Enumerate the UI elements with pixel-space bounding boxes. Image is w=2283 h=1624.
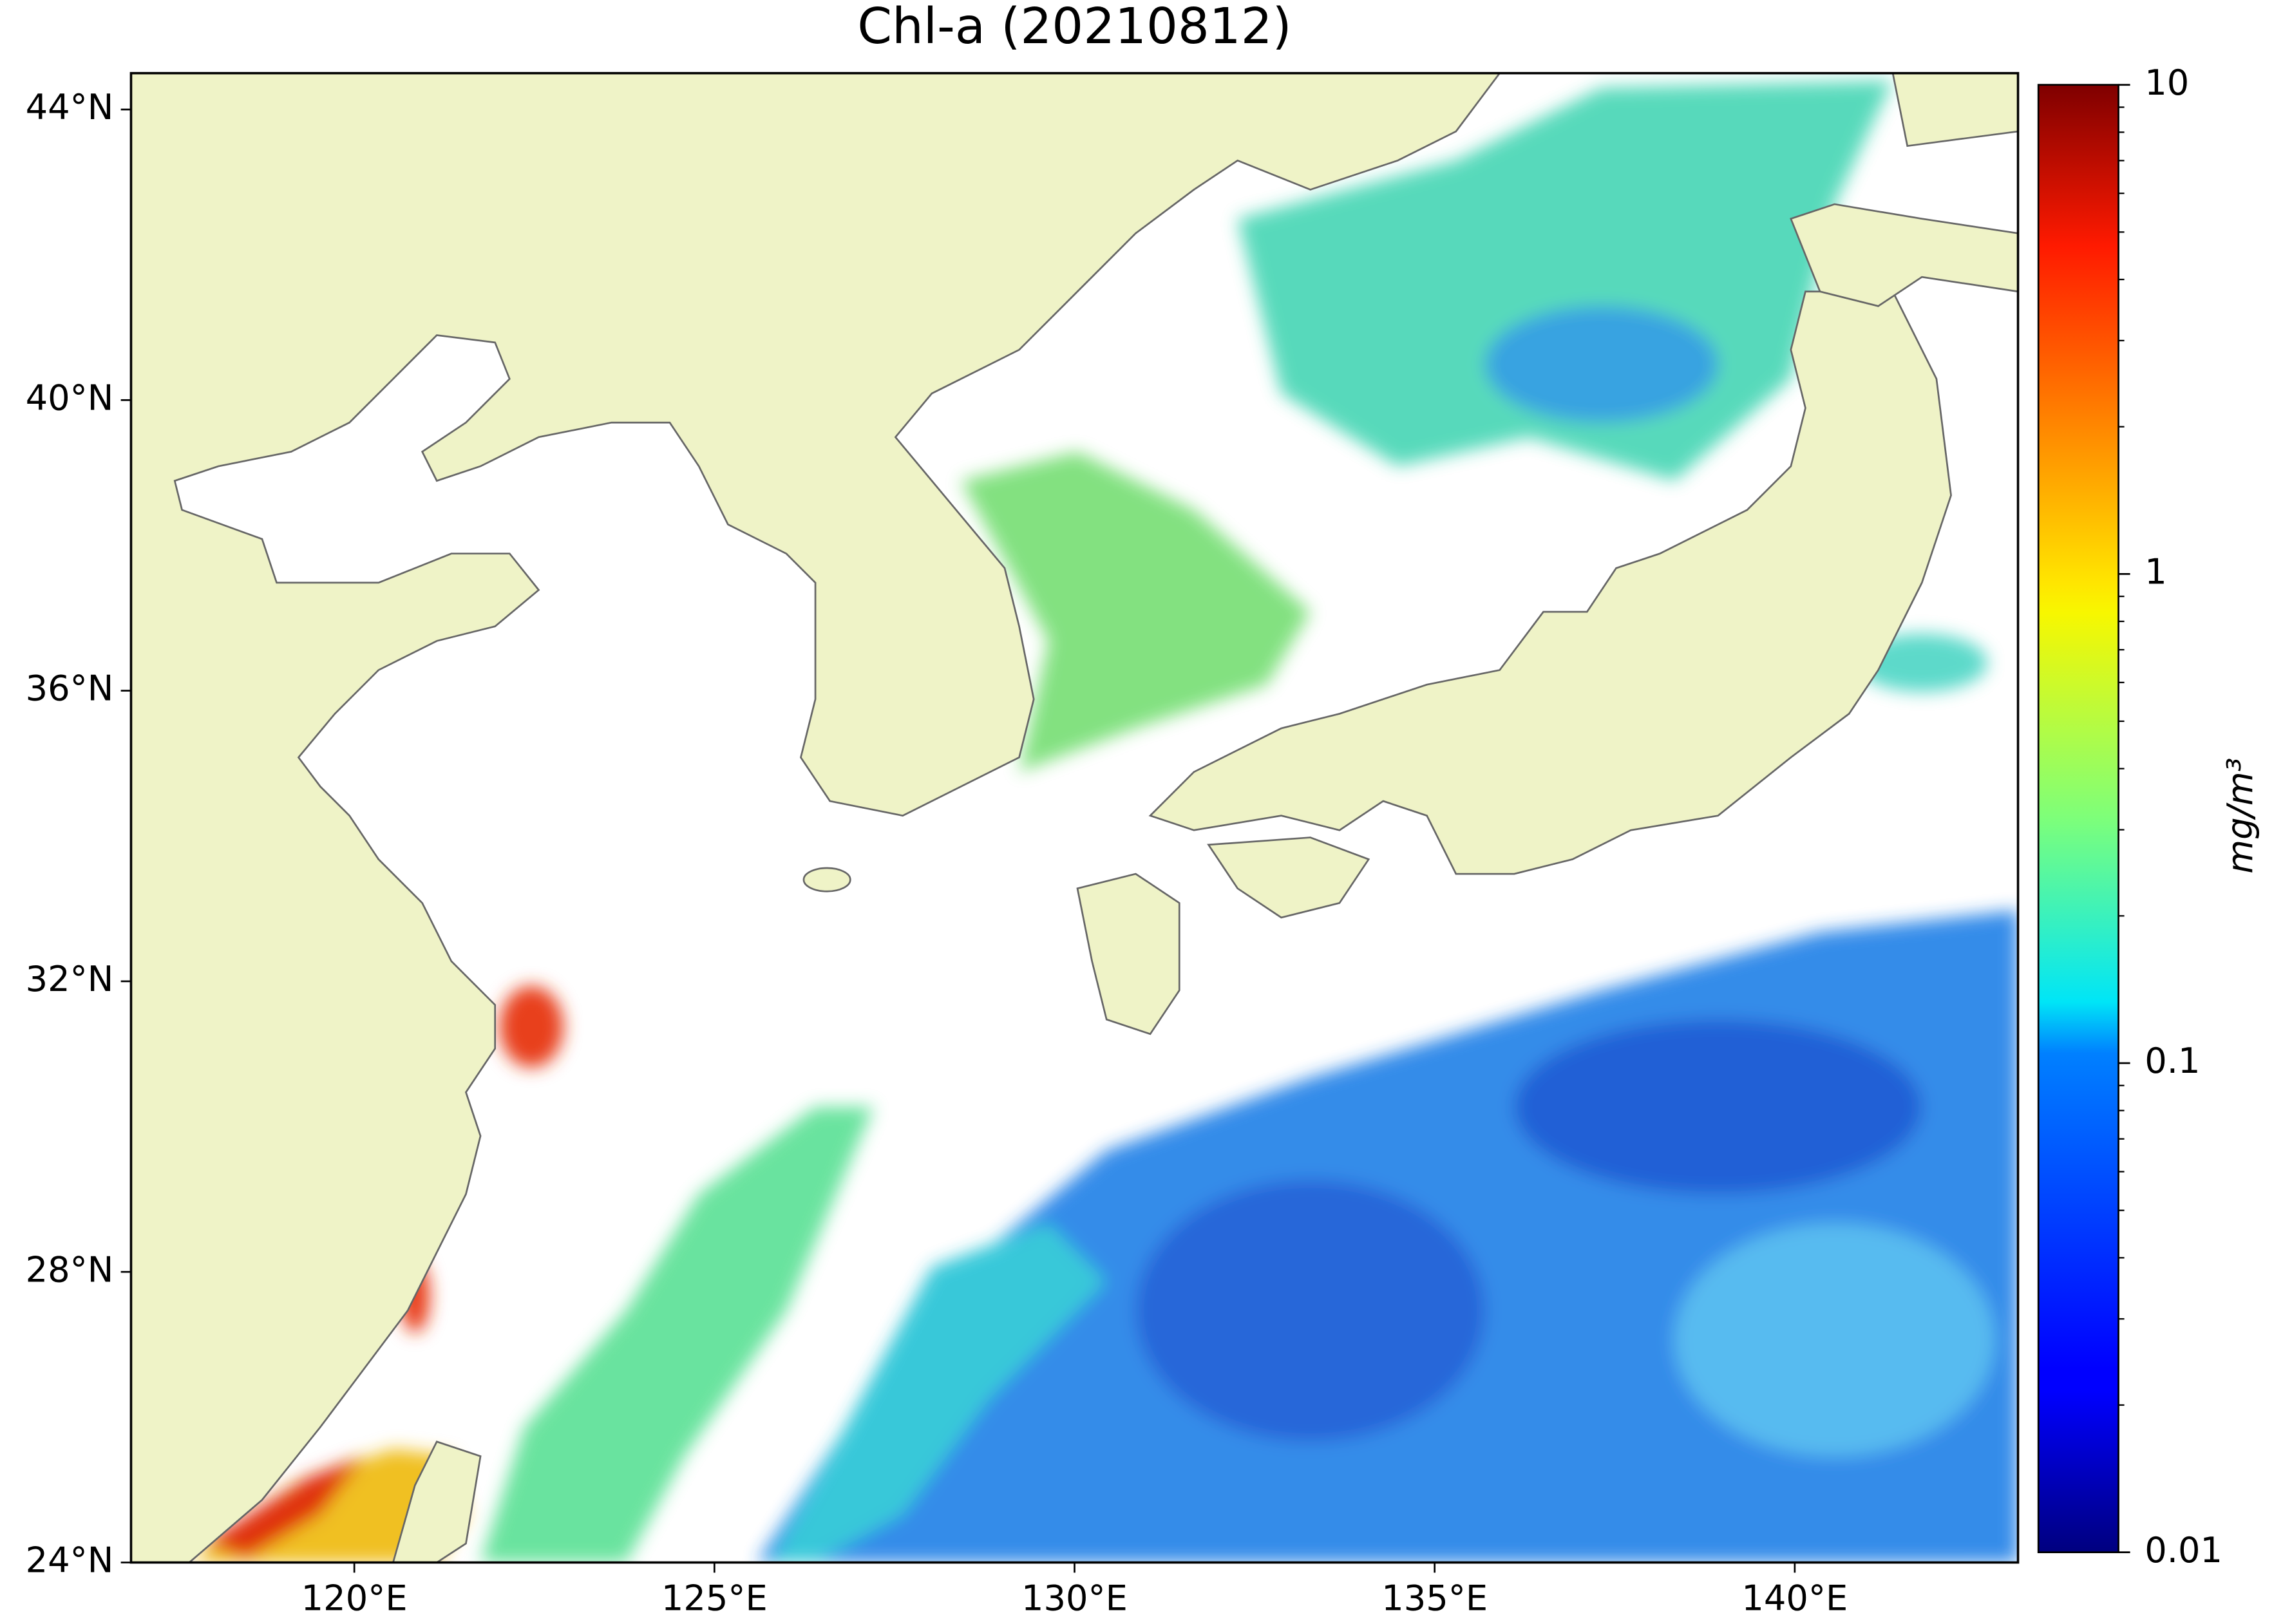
y-tick-label: 36°N bbox=[26, 668, 114, 709]
y-tick-label: 44°N bbox=[26, 87, 114, 127]
colorbar bbox=[2037, 84, 2119, 1553]
x-tick-label: 140°E bbox=[1741, 1578, 1848, 1618]
chl-field bbox=[480, 80, 2018, 1563]
x-tick-label: 125°E bbox=[661, 1578, 768, 1618]
colorbar-label: mg/m³ bbox=[2220, 758, 2260, 874]
y-tick-label: 32°N bbox=[26, 959, 114, 999]
x-tick-label: 135°E bbox=[1381, 1578, 1488, 1618]
y-tick-label: 24°N bbox=[26, 1540, 114, 1581]
x-tick-label: 120°E bbox=[301, 1578, 408, 1618]
colorbar-tick-label: 10 bbox=[2145, 62, 2189, 103]
colorbar-tick-label: 0.01 bbox=[2145, 1530, 2222, 1571]
y-tick-label: 40°N bbox=[26, 377, 114, 418]
colorbar-tick-label: 1 bbox=[2145, 551, 2167, 592]
x-tick-label: 130°E bbox=[1021, 1578, 1128, 1618]
y-tick-label: 28°N bbox=[26, 1249, 114, 1290]
title: Chl-a (20210812) bbox=[857, 0, 1291, 55]
map bbox=[131, 73, 2018, 1563]
colorbar-tick-label: 0.1 bbox=[2145, 1041, 2200, 1081]
land bbox=[131, 73, 2018, 1563]
